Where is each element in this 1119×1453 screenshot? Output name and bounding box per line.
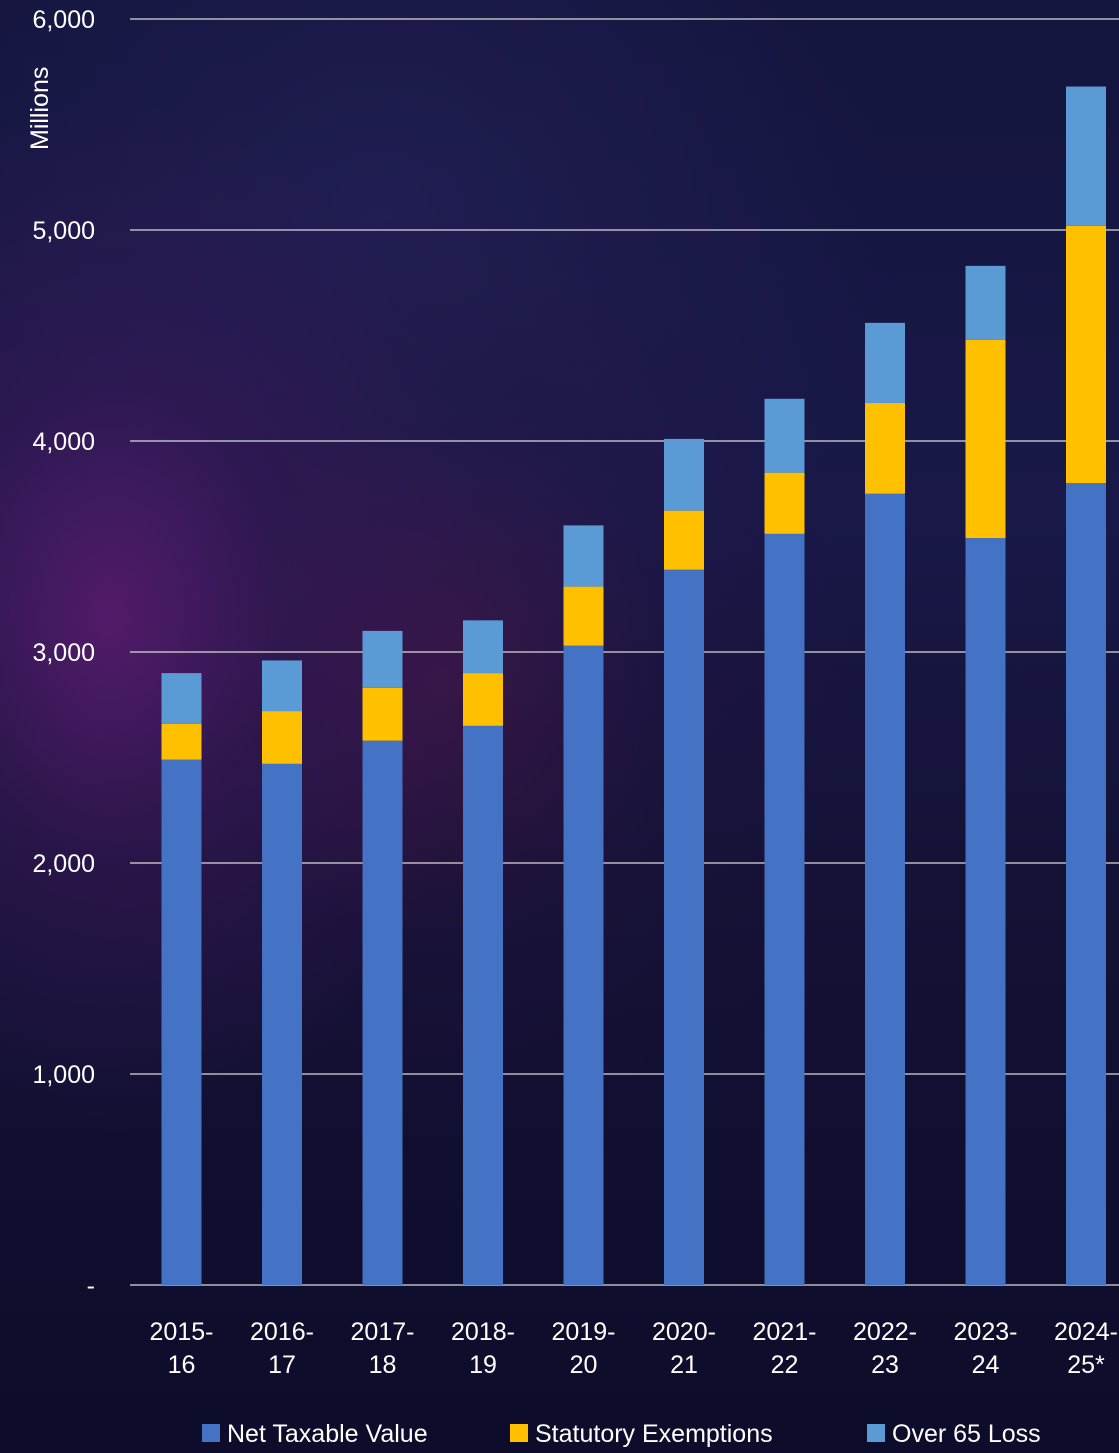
x-category-label: 2015-: [150, 1318, 214, 1346]
x-category-label: 25*: [1067, 1351, 1105, 1379]
bar-segment-statutory-exemptions: [463, 673, 503, 726]
y-tick-label: -: [87, 1272, 95, 1300]
bar-segment-over-65-loss: [362, 630, 403, 688]
bar-segment-over-65-loss: [664, 438, 704, 511]
legend-label: Statutory Exemptions: [535, 1420, 773, 1448]
y-tick-label: 1,000: [32, 1061, 95, 1089]
x-category-label: 19: [469, 1351, 497, 1379]
x-category-label: 2020-: [652, 1318, 716, 1346]
x-category-label: 18: [369, 1351, 397, 1379]
x-category-label: 2022-: [853, 1318, 917, 1346]
bar-segment-net-taxable-value: [1066, 483, 1106, 1285]
bar-segment-statutory-exemptions: [764, 472, 805, 534]
bar-segment-net-taxable-value: [764, 533, 805, 1285]
bar-segment-net-taxable-value: [463, 725, 503, 1285]
bar-segment-over-65-loss: [965, 265, 1006, 340]
y-tick-label: 5,000: [32, 217, 95, 245]
x-category-label: 16: [168, 1351, 196, 1379]
legend-label: Over 65 Loss: [892, 1420, 1041, 1448]
y-tick-label: 2,000: [32, 850, 95, 878]
legend: Net Taxable Value Statutory Exemptions Ove…: [202, 1420, 1041, 1448]
bar-segment-statutory-exemptions: [362, 687, 403, 741]
y-axis-unit-label: Millions: [26, 67, 54, 150]
bar-segment-over-65-loss: [463, 620, 503, 674]
bar-segment-net-taxable-value: [362, 740, 403, 1285]
x-category-label: 2016-: [250, 1318, 314, 1346]
x-category-label: 24: [972, 1351, 1000, 1379]
legend-item: Net Taxable Value: [202, 1420, 428, 1448]
bar-segment-over-65-loss: [563, 525, 604, 587]
bar-segment-over-65-loss: [262, 660, 302, 712]
y-tick-label: 6,000: [32, 6, 95, 34]
y-tick-label: 4,000: [32, 428, 95, 456]
legend-item: Statutory Exemptions: [510, 1420, 773, 1448]
x-category-label: 2021-: [753, 1318, 817, 1346]
bar-segment-over-65-loss: [764, 398, 805, 473]
bar-segment-statutory-exemptions: [262, 711, 302, 764]
x-axis-categories: 2015- 16 2016- 17 2017- 18 2018- 19 2019- 20 2020-…: [150, 1318, 1118, 1379]
bar-segment-statutory-exemptions: [563, 586, 604, 646]
x-category-label: 2023-: [954, 1318, 1018, 1346]
bar-segment-over-65-loss: [161, 673, 202, 724]
bar-segment-statutory-exemptions: [865, 403, 905, 494]
legend-swatch: [202, 1424, 220, 1442]
legend-swatch: [510, 1424, 528, 1442]
legend-item: Over 65 Loss: [867, 1420, 1041, 1448]
x-category-label: 22: [771, 1351, 799, 1379]
bar-segment-over-65-loss: [865, 322, 905, 404]
x-category-label: 2019-: [552, 1318, 616, 1346]
bar-segment-net-taxable-value: [262, 763, 302, 1285]
x-category-label: 2024-: [1054, 1318, 1118, 1346]
bar-segment-net-taxable-value: [563, 645, 604, 1285]
y-axis-ticks: - 1,000 2,000 3,000 4,000 5,000 6,000: [32, 6, 95, 1300]
bar-segment-over-65-loss: [1066, 86, 1106, 226]
x-category-label: 17: [268, 1351, 296, 1379]
x-category-label: 2017-: [351, 1318, 415, 1346]
bar-segment-statutory-exemptions: [1066, 225, 1106, 484]
bar-segment-net-taxable-value: [865, 493, 905, 1285]
bar-segment-net-taxable-value: [161, 759, 202, 1285]
legend-label: Net Taxable Value: [227, 1420, 428, 1448]
bar-segment-statutory-exemptions: [664, 510, 704, 570]
bar-segment-statutory-exemptions: [965, 339, 1006, 539]
x-category-label: 20: [570, 1351, 598, 1379]
y-tick-label: 3,000: [32, 639, 95, 667]
bar-segment-statutory-exemptions: [161, 723, 202, 760]
x-category-label: 23: [871, 1351, 899, 1379]
x-category-label: 21: [670, 1351, 698, 1379]
legend-swatch: [867, 1424, 885, 1442]
bars: [161, 86, 1106, 1285]
bar-segment-net-taxable-value: [965, 538, 1006, 1285]
x-category-label: 2018-: [451, 1318, 515, 1346]
bar-segment-net-taxable-value: [664, 569, 704, 1285]
